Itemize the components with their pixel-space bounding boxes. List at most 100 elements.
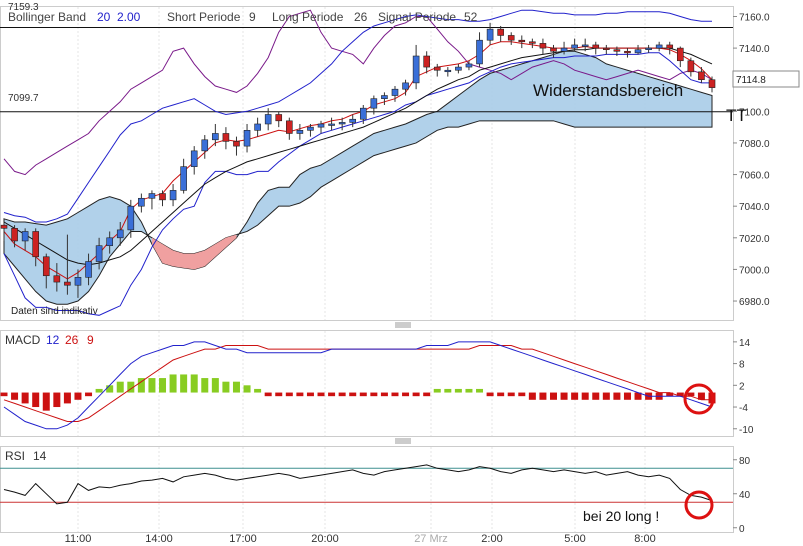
macd-histogram-bar bbox=[159, 378, 167, 393]
macd-histogram-bar bbox=[95, 388, 103, 393]
x-tick-label: 11:00 bbox=[65, 533, 92, 545]
candle-body bbox=[402, 82, 409, 90]
rsi-tick-label: 40 bbox=[739, 490, 751, 501]
macd-histogram-bar bbox=[465, 388, 473, 393]
macd-y-axis: 14 8 2 -4 -10 bbox=[733, 338, 754, 436]
candle-body bbox=[455, 66, 462, 71]
candle-body bbox=[486, 28, 494, 41]
candle-body bbox=[264, 114, 272, 125]
candle-body bbox=[412, 55, 420, 84]
rsi-tick-label: 80 bbox=[739, 456, 751, 467]
macd-histogram-bar bbox=[254, 388, 262, 393]
candle-body bbox=[212, 133, 219, 141]
x-axis: 11:00 14:00 17:00 20:00 27 Mrz 2:00 5:00 8:00 bbox=[65, 533, 656, 545]
macd-histogram-bar bbox=[180, 374, 188, 393]
rsi-title-p1: 14 bbox=[33, 449, 47, 463]
macd-histogram-bar bbox=[21, 392, 29, 404]
candle-body bbox=[190, 150, 198, 167]
top-price-partial: 7159.3 bbox=[8, 2, 39, 13]
macd-histogram-bar bbox=[423, 392, 431, 397]
macd-histogram-bar bbox=[391, 392, 399, 397]
rsi-title-name: RSI bbox=[5, 449, 25, 463]
price-tick-label: 6980.0 bbox=[739, 297, 770, 308]
candle-body bbox=[550, 47, 557, 52]
macd-histogram-bar bbox=[127, 381, 135, 393]
macd-histogram-bar bbox=[169, 374, 177, 393]
candle-body bbox=[275, 114, 283, 122]
legend-bb-dev: 2.00 bbox=[117, 10, 141, 24]
macd-histogram-bar bbox=[85, 392, 93, 397]
macd-histogram-bar bbox=[518, 392, 526, 397]
ichimoku-line-series bbox=[3, 9, 713, 176]
macd-histogram-bar bbox=[275, 392, 283, 397]
macd-histogram-bar bbox=[243, 385, 251, 393]
x-tick-label: 5:00 bbox=[564, 533, 585, 545]
candle-body bbox=[180, 166, 187, 191]
macd-histogram-bar bbox=[317, 392, 325, 397]
macd-histogram-bar bbox=[137, 378, 145, 393]
macd-histogram-bar bbox=[148, 378, 156, 393]
x-tick-label: 8:00 bbox=[634, 533, 655, 545]
current-price-box: 7114.8 bbox=[732, 70, 800, 88]
macd-histogram-bar bbox=[211, 378, 219, 393]
macd-histogram-bar bbox=[264, 392, 272, 397]
candle-body bbox=[148, 193, 156, 199]
macd-histogram-bar bbox=[539, 392, 547, 400]
macd-histogram-bar bbox=[285, 392, 293, 397]
macd-tick-label: 2 bbox=[739, 381, 745, 392]
macd-histogram-bar bbox=[697, 392, 705, 400]
price-legend: 7159.3 Bollinger Band 20 2.00 Short Peri… bbox=[8, 2, 478, 24]
candle-body bbox=[95, 245, 103, 262]
candle-body bbox=[53, 275, 61, 283]
macd-histogram-bar bbox=[666, 392, 674, 397]
candle-body bbox=[11, 228, 18, 242]
x-tick-label: 2:00 bbox=[481, 533, 502, 545]
candle-body bbox=[201, 139, 209, 152]
legend-bollinger: Bollinger Band bbox=[8, 10, 86, 24]
rsi-layer bbox=[0, 464, 733, 505]
candle-body bbox=[687, 60, 695, 73]
macd-panel bbox=[0, 330, 734, 437]
candle-body bbox=[338, 122, 346, 125]
rsi-tick-label: 0 bbox=[739, 524, 745, 535]
price-y-axis: 7160.07140.07120.07100.07080.07060.07040… bbox=[733, 12, 770, 308]
candle-body bbox=[581, 44, 589, 47]
price-tick-label: 7040.0 bbox=[739, 202, 770, 213]
candle-body bbox=[370, 98, 378, 109]
macd-resize-grip[interactable] bbox=[395, 322, 411, 328]
legend-short-val: 9 bbox=[249, 10, 256, 24]
candle-body bbox=[32, 231, 40, 258]
macd-layer bbox=[0, 341, 716, 430]
candle-body bbox=[254, 123, 261, 131]
x-tick-label: 14:00 bbox=[145, 533, 173, 545]
candle-body bbox=[465, 63, 473, 68]
price-tick-label: 7080.0 bbox=[739, 139, 770, 150]
macd-histogram-bar bbox=[370, 392, 378, 397]
rsi-resize-grip[interactable] bbox=[395, 438, 411, 444]
candle-body bbox=[676, 47, 684, 62]
candle-body bbox=[423, 55, 430, 68]
macd-title: MACD 12 26 9 bbox=[5, 333, 94, 347]
candle-body bbox=[655, 44, 663, 49]
macd-line-series bbox=[3, 341, 713, 430]
price-tick-label: 7100.0 bbox=[739, 107, 770, 118]
legend-signal: Signal Periode bbox=[378, 10, 456, 24]
macd-histogram-bar bbox=[349, 392, 357, 397]
candle-body bbox=[85, 261, 92, 278]
macd-histogram-bar bbox=[232, 381, 240, 393]
macd-histogram-bar bbox=[444, 388, 452, 393]
macd-histogram-bar bbox=[0, 392, 8, 397]
candle-body bbox=[381, 95, 388, 99]
macd-tick-label: -4 bbox=[739, 403, 748, 414]
rsi-title: RSI 14 bbox=[5, 449, 47, 463]
macd-histogram-bar bbox=[74, 392, 82, 400]
candle-body bbox=[169, 190, 177, 201]
candle-body bbox=[634, 49, 642, 54]
candle-body bbox=[613, 49, 621, 52]
macd-histogram-bar bbox=[549, 392, 557, 400]
candle-body bbox=[21, 231, 29, 242]
candle-body bbox=[529, 41, 536, 44]
macd-tick-label: -10 bbox=[739, 425, 754, 436]
macd-title-p1: 12 bbox=[46, 333, 60, 347]
